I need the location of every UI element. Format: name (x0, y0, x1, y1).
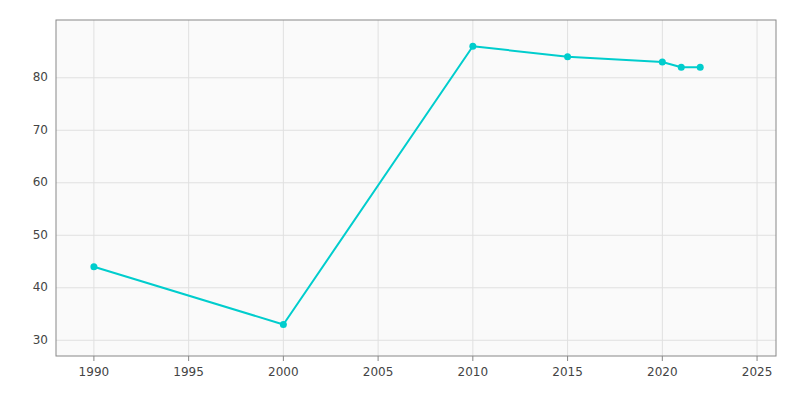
y-grid-line (56, 77, 776, 78)
x-grid-line (378, 20, 379, 356)
plot-background (56, 20, 776, 356)
x-tick-label: 2005 (363, 365, 394, 379)
point (280, 321, 287, 328)
y-tick-label: 80 (33, 70, 48, 84)
x-tick-mark (662, 356, 663, 361)
x-tick-mark (378, 356, 379, 361)
y-tick-label: 60 (33, 175, 48, 189)
y-tick-label: 30 (33, 333, 48, 347)
point (659, 59, 666, 66)
x-grid-line (188, 20, 189, 356)
x-tick-label: 2020 (647, 365, 678, 379)
x-tick-label: 1995 (173, 365, 204, 379)
point (90, 263, 97, 270)
x-grid-line (567, 20, 568, 356)
grid (56, 20, 776, 356)
x-tick-mark (757, 356, 758, 361)
x-tick-label: 2015 (552, 365, 583, 379)
line (94, 46, 700, 324)
point (469, 43, 476, 50)
y-tick-label: 50 (33, 228, 48, 242)
x-tick-label: 2025 (742, 365, 773, 379)
y-tick-label: 40 (33, 280, 48, 294)
x-grid-line (662, 20, 663, 356)
axes: 30 40 50 60 70 80 1990 1995 2000 2005 2010 2015 2020… (33, 20, 776, 379)
x-tick-label: 1990 (79, 365, 110, 379)
x-tick-mark (283, 356, 284, 361)
point (697, 64, 704, 71)
y-grid-line (56, 235, 776, 236)
x-grid-line (283, 20, 284, 356)
x-tick-label: 2000 (268, 365, 299, 379)
x-grid-line (472, 20, 473, 356)
x-tick-mark (472, 356, 473, 361)
chart-svg: 30 40 50 60 70 80 1990 1995 2000 2005 2010 2015 2020… (0, 0, 800, 400)
plot-frame (56, 20, 776, 356)
x-tick-label: 2010 (458, 365, 489, 379)
y-grid-line (56, 340, 776, 341)
data-marks (90, 43, 703, 328)
y-grid-line (56, 182, 776, 183)
page: {"chart_data": {"type": "line", "x": [19… (0, 0, 800, 400)
chart-container: 30 40 50 60 70 80 1990 1995 2000 2005 2010 2015 2020… (0, 0, 800, 400)
x-grid-line (93, 20, 94, 356)
point (678, 64, 685, 71)
x-tick-mark (93, 356, 94, 361)
y-tick-label: 70 (33, 123, 48, 137)
x-tick-mark (567, 356, 568, 361)
point (564, 53, 571, 60)
x-grid-line (757, 20, 758, 356)
x-tick-mark (188, 356, 189, 361)
